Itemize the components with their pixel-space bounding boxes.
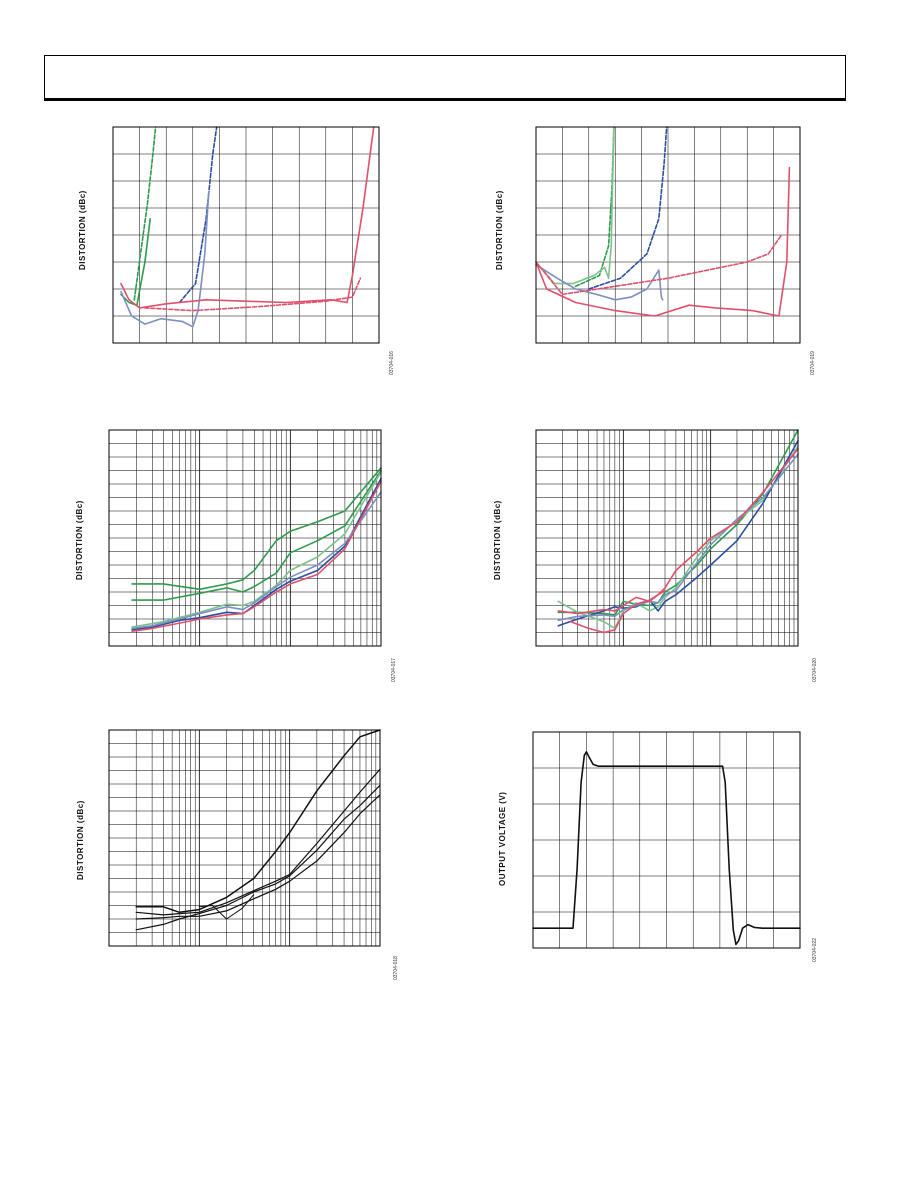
figure-id: 03704-019 xyxy=(810,351,816,375)
distortion-chart-1: DISTORTION (dBc) 03704-016 xyxy=(75,120,395,380)
series-line-2 xyxy=(557,445,799,630)
series-line-5 xyxy=(131,491,382,630)
series-line-1 xyxy=(135,729,381,914)
plot-frame xyxy=(108,729,381,947)
series-line-4 xyxy=(135,784,381,931)
chart-svg xyxy=(108,429,382,647)
series-line-3 xyxy=(588,126,668,290)
series-line-4 xyxy=(535,263,664,301)
series-line-3 xyxy=(557,439,799,627)
series-line-6 xyxy=(120,126,375,309)
header-box xyxy=(44,55,846,101)
series-line-1 xyxy=(532,750,801,946)
figure-id: 03704-018 xyxy=(393,956,399,980)
series-line-6 xyxy=(535,166,791,317)
chart-svg xyxy=(112,126,380,344)
series-line-6 xyxy=(131,480,382,632)
figure-id: 03704-020 xyxy=(812,658,818,682)
series-line-1 xyxy=(133,126,157,301)
series-line-1 xyxy=(574,126,615,288)
series-line-5 xyxy=(535,234,783,296)
series-line-1 xyxy=(131,466,382,591)
series-line-3 xyxy=(178,126,218,304)
plot-frame xyxy=(108,429,382,647)
chart-svg xyxy=(535,429,799,647)
distortion-chart-2: DISTORTION (dBc) 03704-019 xyxy=(492,120,817,380)
figure-id: 03704-022 xyxy=(812,938,818,962)
series-line-4 xyxy=(120,191,210,328)
gridlines xyxy=(533,732,800,948)
plot-frame xyxy=(112,126,380,344)
gridlines xyxy=(536,127,800,343)
distortion-chart-3: DISTORTION (dBc) 03704-017 xyxy=(75,420,397,685)
series-line-6 xyxy=(570,589,666,634)
series-line-2 xyxy=(535,126,615,285)
chart-svg xyxy=(532,731,801,949)
plot-frame xyxy=(535,126,801,344)
plot-frame xyxy=(532,731,801,949)
series-line-2 xyxy=(135,768,381,916)
figure-id: 03704-016 xyxy=(389,351,395,375)
series-line-5 xyxy=(144,277,362,312)
distortion-chart-5: DISTORTION (dBc) 03704-018 xyxy=(75,722,399,987)
figure-id: 03704-017 xyxy=(391,658,397,682)
gridlines xyxy=(109,430,381,646)
chart-svg xyxy=(108,729,381,947)
series-line-4 xyxy=(131,477,382,631)
series-line-3 xyxy=(131,470,382,628)
gridlines xyxy=(113,127,379,343)
series-line-3 xyxy=(135,794,381,920)
plot-frame xyxy=(535,429,799,647)
series-line-4 xyxy=(557,453,799,622)
distortion-chart-4: DISTORTION (dBc) 03704-020 xyxy=(492,420,818,685)
series-line-2 xyxy=(131,469,382,601)
series-line-5 xyxy=(198,894,255,920)
output-voltage-chart: OUTPUT VOLTAGE (V) 03704-022 xyxy=(492,722,818,987)
chart-svg xyxy=(535,126,801,344)
